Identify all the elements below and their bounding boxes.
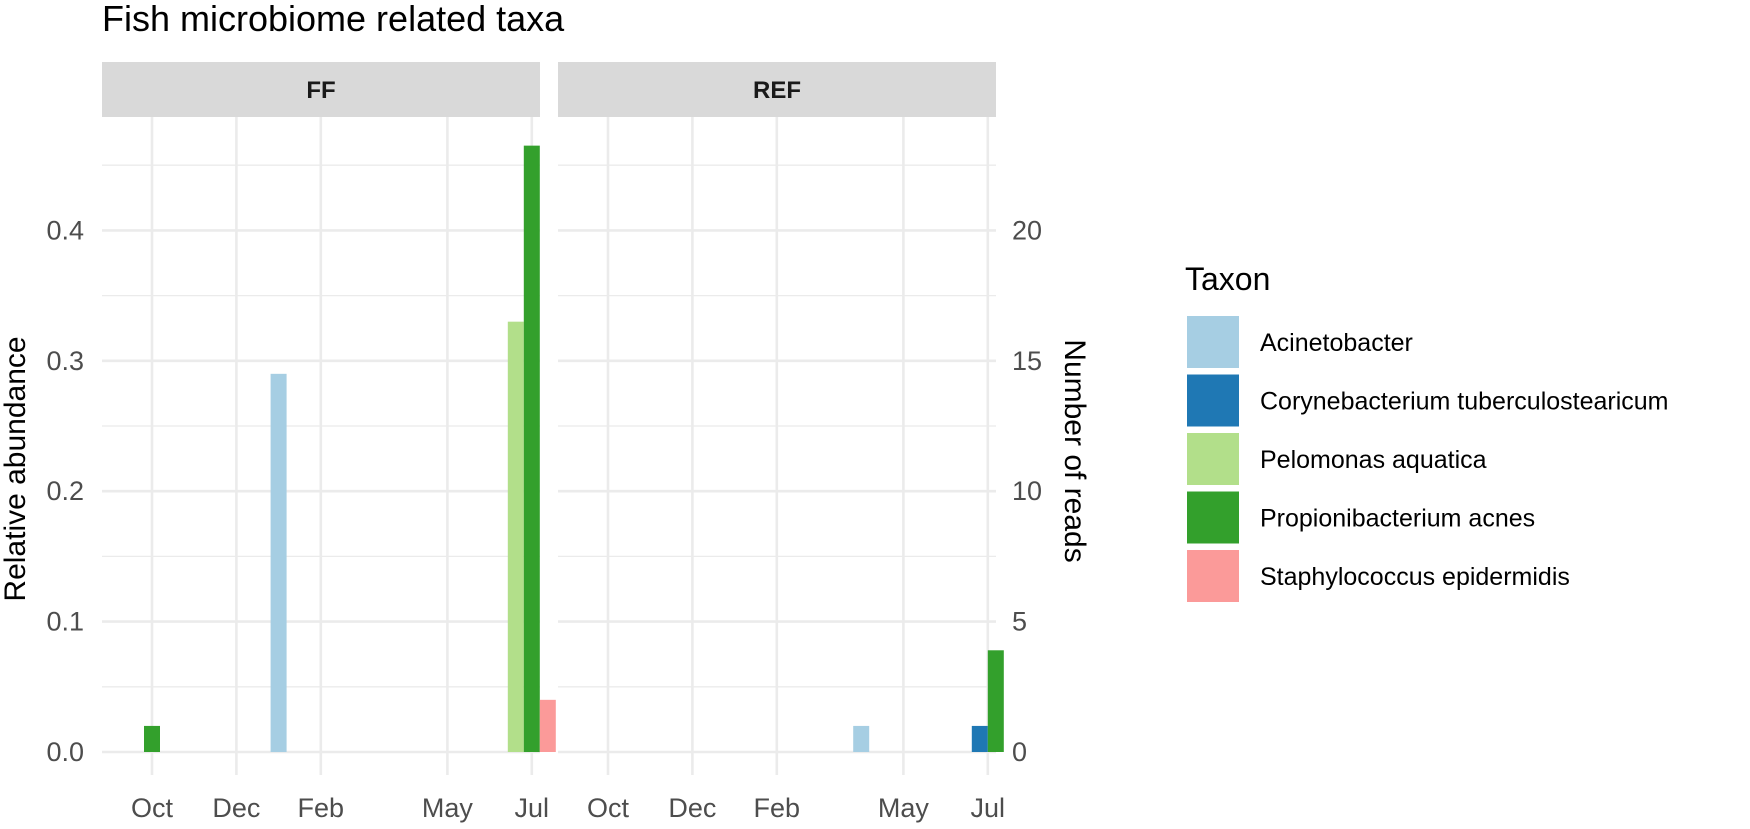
- panel-ref: REF Oct Dec Feb May Jul: [558, 62, 1005, 823]
- x-tick-label: Dec: [212, 793, 260, 823]
- y-axis-left: 0.0 0.1 0.2 0.3 0.4: [46, 215, 84, 767]
- legend-key-corynebacterium-tuberculostearicum: [1187, 374, 1239, 427]
- legend-label: Propionibacterium acnes: [1260, 505, 1535, 533]
- bar-ff-oct-propionibacterium-acnes: [144, 725, 160, 752]
- y-axis-title-left: Relative abundance: [0, 336, 32, 601]
- bar-ff-jan-acinetobacter: [270, 373, 287, 752]
- bar-ref-jul-propionibacterium-acnes: [987, 650, 1004, 752]
- legend-key-pelomonas-aquatica: [1187, 433, 1239, 485]
- x-tick-label: Oct: [131, 793, 174, 823]
- x-tick-label: Dec: [668, 793, 716, 823]
- x-tick-label: Feb: [298, 793, 345, 823]
- legend-label: Corynebacterium tuberculostearicum: [1260, 388, 1669, 416]
- bar-ref-apr-acinetobacter: [853, 725, 870, 752]
- y2-tick-label: 20: [1012, 215, 1042, 245]
- y-tick-label: 0.0: [46, 737, 84, 767]
- bar-ff-jul-propionibacterium-acnes: [523, 145, 540, 752]
- legend-key-propionibacterium-acnes: [1187, 491, 1239, 544]
- legend-label: Acinetobacter: [1260, 329, 1413, 357]
- bar-ff-jul-staphylococcus-epidermidis: [539, 699, 556, 752]
- legend-key-acinetobacter: [1187, 316, 1239, 368]
- y2-tick-label: 5: [1012, 607, 1027, 637]
- y-tick-label: 0.2: [46, 476, 84, 506]
- x-tick-label: May: [422, 793, 474, 823]
- panel-ff: FF Oct Dec Feb May Jul: [102, 62, 556, 823]
- legend-label: Pelomonas aquatica: [1260, 446, 1487, 474]
- x-tick-label: Feb: [754, 793, 801, 823]
- facet-strip-label: FF: [306, 77, 335, 104]
- x-tick-label: Jul: [515, 793, 550, 823]
- y2-tick-label: 0: [1012, 737, 1027, 767]
- y-axis-title-right: Number of reads: [1058, 339, 1091, 562]
- y-axis-right: 0 5 10 15 20: [1012, 215, 1042, 767]
- facet-panels: FF Oct Dec Feb May Jul REF Oct Dec Feb May Jul: [102, 62, 1005, 823]
- y-tick-label: 0.3: [46, 346, 84, 376]
- chart-title: Fish microbiome related taxa: [102, 0, 565, 39]
- y-tick-label: 0.1: [46, 607, 84, 637]
- legend-items: Acinetobacter Corynebacterium tuberculost…: [1187, 316, 1669, 602]
- facet-strip: [558, 62, 996, 117]
- legend-title: Taxon: [1185, 261, 1270, 297]
- x-tick-label: Oct: [587, 793, 630, 823]
- facet-strip-label: REF: [753, 77, 801, 104]
- y2-tick-label: 10: [1012, 476, 1042, 506]
- bar-ff-jul-pelomonas-aquatica: [507, 321, 524, 752]
- x-tick-label: Jul: [971, 793, 1006, 823]
- legend-label: Staphylococcus epidermidis: [1260, 563, 1570, 591]
- bar-ref-jul-corynebacterium-tuberculostearicum: [971, 725, 988, 752]
- legend: Taxon Acinetobacter Corynebacterium tuber…: [1185, 261, 1669, 602]
- y2-tick-label: 15: [1012, 346, 1042, 376]
- facet-strip: [102, 62, 540, 117]
- x-tick-label: May: [878, 793, 930, 823]
- y-tick-label: 0.4: [46, 215, 84, 245]
- legend-key-staphylococcus-epidermidis: [1187, 550, 1239, 602]
